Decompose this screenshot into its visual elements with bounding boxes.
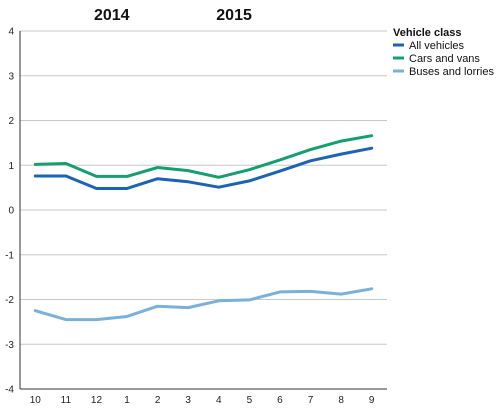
x-tick-label: 5 — [247, 395, 253, 406]
x-tick-label: 2 — [155, 395, 161, 406]
legend-item-label: Buses and lorries — [409, 66, 494, 78]
legend-swatch — [393, 69, 404, 73]
y-tick-label: 4 — [8, 27, 14, 38]
legend-item-label: All vehicles — [409, 40, 465, 52]
y-tick-label: 0 — [8, 206, 14, 217]
y-tick-label: -2 — [5, 295, 14, 306]
x-tick-label: 7 — [308, 395, 314, 406]
axes — [19, 31, 387, 390]
x-tick-label: 8 — [338, 395, 344, 406]
y-tick-label: -3 — [5, 340, 14, 351]
legend-item-label: Cars and vans — [409, 53, 480, 65]
legend-title: Vehicle class — [393, 27, 462, 39]
gridlines — [20, 30, 387, 390]
series-line — [33, 146, 374, 190]
y-tick-label: 1 — [8, 161, 14, 172]
x-tick-label: 4 — [216, 395, 222, 406]
legend-swatch — [393, 56, 404, 60]
x-tick-label: 6 — [277, 395, 283, 406]
x-tick-label: 12 — [91, 395, 103, 406]
x-tick-label: 11 — [61, 395, 72, 406]
year-labels: 2014 2015 — [94, 7, 252, 24]
y-tick-label: -1 — [5, 250, 14, 261]
year-label: 2014 — [94, 7, 130, 24]
x-tick-label: 1 — [124, 395, 130, 406]
y-tick-label: -4 — [5, 385, 14, 396]
y-tick-label: 2 — [8, 116, 14, 127]
y-tick-labels: -4 -3 -2 -1 0 1 2 3 4 — [5, 27, 14, 396]
year-label: 2015 — [216, 7, 252, 24]
series-line — [33, 287, 374, 322]
x-tick-labels: 10 11 12 1 2 3 4 5 6 7 8 9 — [30, 395, 375, 406]
x-tick-label: 9 — [369, 395, 375, 406]
legend-swatch — [393, 43, 404, 47]
series-lines — [33, 134, 374, 322]
x-tick-label: 10 — [30, 395, 42, 406]
series-line — [33, 134, 374, 179]
x-tick-label: 3 — [185, 395, 191, 406]
y-tick-label: 3 — [8, 71, 14, 82]
